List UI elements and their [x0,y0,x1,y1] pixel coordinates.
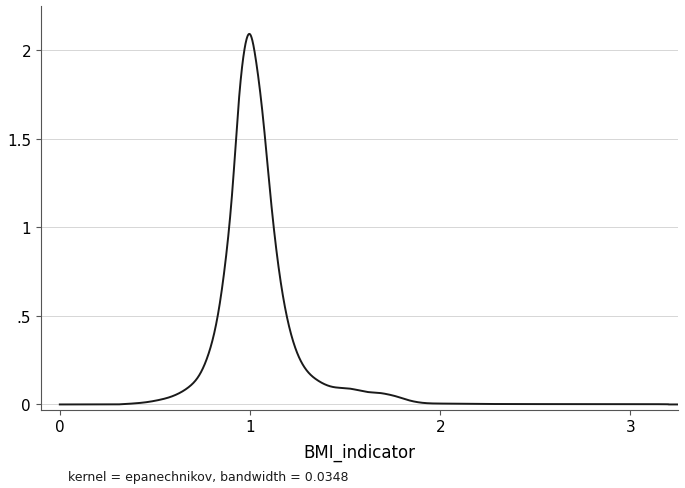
X-axis label: BMI_indicator: BMI_indicator [303,443,415,461]
Text: kernel = epanechnikov, bandwidth = 0.0348: kernel = epanechnikov, bandwidth = 0.034… [68,470,349,483]
